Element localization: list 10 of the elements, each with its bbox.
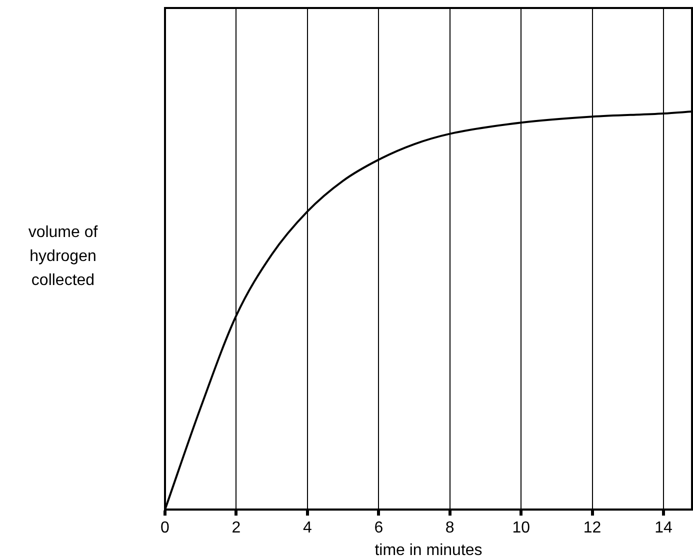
x-tick-label: 12 [583, 520, 602, 537]
y-axis-title: volume of hydrogen collected [27, 223, 99, 291]
x-tick-label: 14 [654, 520, 673, 537]
x-tick-label: 4 [302, 520, 312, 537]
x-tick-label: 6 [374, 520, 384, 537]
x-tick-label: 2 [232, 520, 241, 537]
x-axis-title: time in minutes [374, 542, 482, 559]
x-tick-label: 10 [512, 520, 530, 537]
x-tick-label: 8 [445, 520, 454, 537]
x-tick-label: 0 [160, 520, 170, 537]
